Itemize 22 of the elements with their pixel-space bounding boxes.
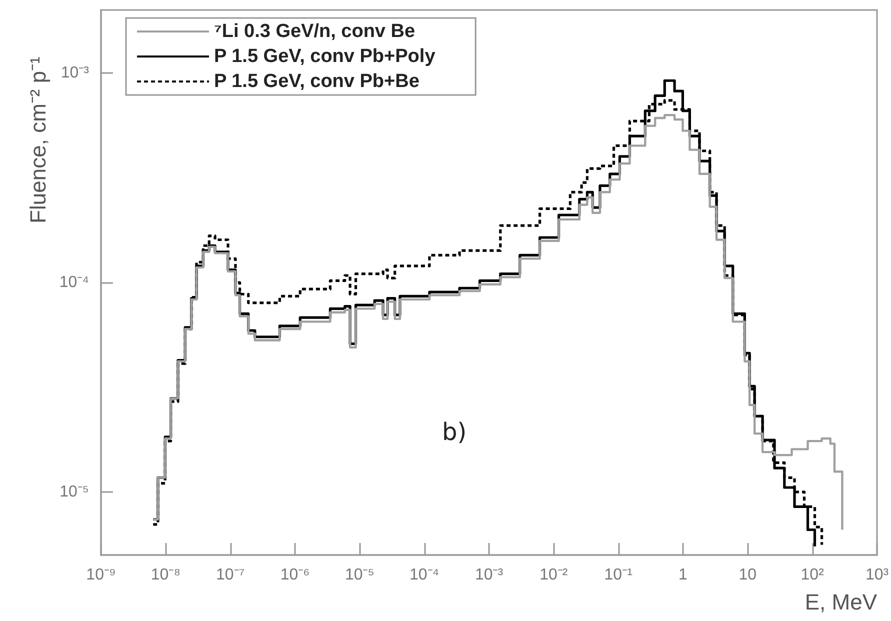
x-tick-label: 10⁻⁹ xyxy=(86,566,116,584)
x-tick-label: 10⁻⁷ xyxy=(216,566,245,584)
x-tick-label: 1 xyxy=(678,566,688,584)
x-tick-label: 10⁻⁵ xyxy=(344,566,374,584)
legend-label: P 1.5 GeV, conv Pb+Be xyxy=(214,71,420,92)
x-tick-label: 10⁻⁸ xyxy=(150,566,180,584)
legend-label: ⁷Li 0.3 GeV/n, conv Be xyxy=(214,21,416,42)
x-tick-label: 10³ xyxy=(865,566,890,584)
x-tick-label: 10⁻⁴ xyxy=(409,566,440,584)
y-tick-label: 10⁻³ xyxy=(60,64,90,82)
y-tick-label: 10⁻⁴ xyxy=(59,274,90,291)
x-axis-title: E, MeV xyxy=(804,590,878,614)
y-axis-title: Fluence, cm⁻² p⁻¹ xyxy=(26,56,50,224)
legend-label: P 1.5 GeV, conv Pb+Poly xyxy=(214,46,436,67)
x-tick-label: 10² xyxy=(800,566,825,584)
x-tick-label: 10⁻³ xyxy=(474,566,504,584)
annotation: b) xyxy=(442,418,467,446)
x-tick-label: 10⁻¹ xyxy=(604,566,632,584)
x-tick-label: 10⁻² xyxy=(540,566,568,584)
y-tick-label: 10⁻⁵ xyxy=(60,483,89,500)
x-tick-label: 10⁻⁶ xyxy=(280,566,310,584)
x-tick-label: 10 xyxy=(738,566,757,584)
